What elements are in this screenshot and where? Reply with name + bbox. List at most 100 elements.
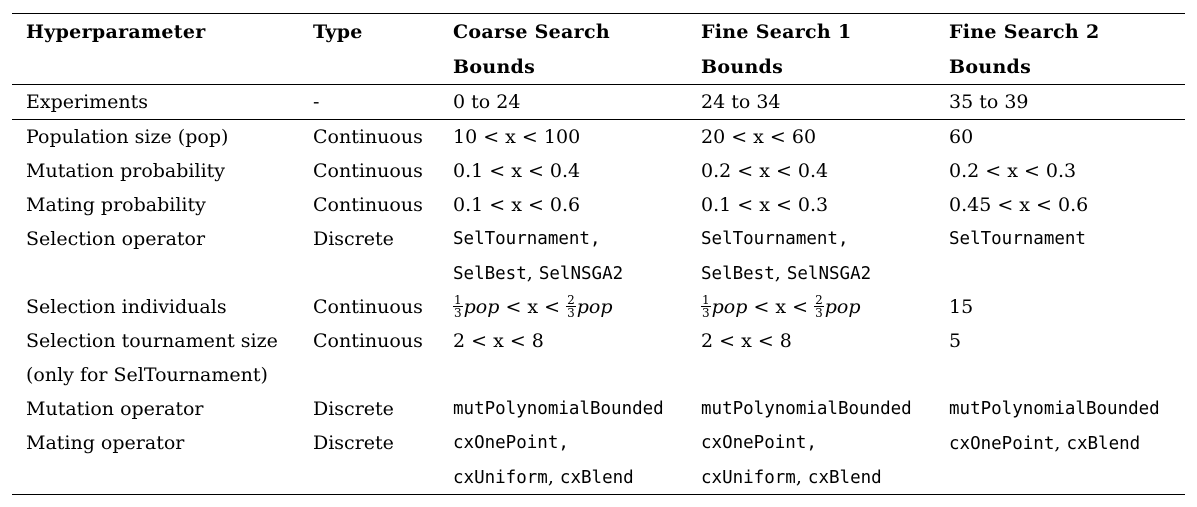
fine1-line2: cxUniform, cxBlend bbox=[701, 466, 882, 488]
table-row-experiments: Experiments - 0 to 24 24 to 34 35 to 39 bbox=[12, 84, 1185, 120]
header-type: Type bbox=[313, 21, 363, 43]
frac-den: 3 bbox=[454, 305, 462, 320]
cell-fine2: 60 bbox=[949, 126, 974, 148]
cell-coarse: 0.1 < x < 0.4 bbox=[453, 160, 581, 182]
header-hyperparameter: Hyperparameter bbox=[26, 21, 206, 43]
table: Hyperparameter Type Coarse Search Fine S… bbox=[12, 14, 1185, 494]
cell-type: Continuous bbox=[313, 126, 423, 148]
fine1-line1: SelTournament, bbox=[701, 229, 849, 249]
cell-fine1: 1 3 pop < x < 2 3 pop bbox=[687, 290, 935, 324]
coarse-line2a: SelBest bbox=[453, 264, 527, 284]
cell-fine2: SelTournament bbox=[949, 229, 1086, 249]
cell-label: Experiments bbox=[12, 84, 299, 120]
coarse-line1: cxOnePoint, bbox=[453, 433, 569, 453]
coarse-line2b: cxBlend bbox=[559, 468, 634, 488]
cell-fine1: cxOnePoint, cxUniform, cxBlend bbox=[687, 426, 935, 494]
cell-coarse: 0 to 24 bbox=[439, 84, 687, 120]
cell-type: Discrete bbox=[313, 398, 394, 420]
cell-label: Mutation operator bbox=[26, 398, 204, 420]
frac-num: 1 bbox=[453, 292, 463, 307]
cell-coarse: mutPolynomialBounded bbox=[453, 399, 664, 419]
header-row-2: Bounds Bounds Bounds bbox=[12, 49, 1185, 85]
cell-label: Mutation probability bbox=[26, 160, 226, 182]
fine1-line1: cxOnePoint, bbox=[701, 433, 817, 453]
label-line1: Selection tournament size bbox=[26, 330, 278, 352]
cell-fine1: SelTournament, SelBest, SelNSGA2 bbox=[687, 222, 935, 290]
cell-fine1: 20 < x < 60 bbox=[701, 126, 817, 148]
cell-fine2: 15 bbox=[949, 296, 974, 318]
label-line2: (only for SelTournament) bbox=[26, 364, 268, 386]
header-fine1-line1: Fine Search 1 bbox=[701, 21, 852, 43]
cell-label: Population size (pop) bbox=[26, 126, 229, 148]
table-row-selection-individuals: Selection individuals Continuous 1 3 pop <… bbox=[12, 290, 1185, 324]
cell-type: Discrete bbox=[313, 432, 394, 454]
cell-fine2: cxOnePoint, cxBlend bbox=[949, 432, 1141, 454]
cell-fine2: mutPolynomialBounded bbox=[949, 399, 1160, 419]
header-fine2-line2: Bounds bbox=[935, 49, 1185, 85]
pop-var: pop bbox=[711, 296, 748, 318]
fine1-line2a: SelBest bbox=[701, 264, 775, 284]
header-coarse: Coarse Search bbox=[439, 14, 687, 49]
cell-coarse: 10 < x < 100 bbox=[453, 126, 581, 148]
header-row: Hyperparameter Type Coarse Search Fine S… bbox=[12, 14, 1185, 49]
fine1-line2a: cxUniform bbox=[701, 468, 796, 488]
cell-fine2: 35 to 39 bbox=[935, 84, 1185, 120]
fine1-line2: SelBest, SelNSGA2 bbox=[701, 262, 872, 284]
cell-fine1: 0.1 < x < 0.3 bbox=[701, 194, 829, 216]
table-row-mating-probability: Mating probability Continuous 0.1 < x < … bbox=[12, 188, 1185, 222]
pop-var: pop bbox=[463, 296, 500, 318]
fine1-line2b: SelNSGA2 bbox=[786, 264, 872, 284]
coarse-line2a: cxUniform bbox=[453, 468, 548, 488]
table-row-pop: Population size (pop) Continuous 10 < x … bbox=[12, 120, 1185, 155]
fine2-b: cxBlend bbox=[1066, 434, 1141, 454]
cell-type: Continuous bbox=[313, 160, 423, 182]
cell-type: Continuous bbox=[313, 330, 423, 352]
header-fine1-line2: Bounds bbox=[687, 49, 935, 85]
cell-label: Mating probability bbox=[26, 194, 206, 216]
frac-num: 2 bbox=[814, 292, 824, 307]
coarse-line1: SelTournament, bbox=[453, 229, 601, 249]
header-coarse-line1: Coarse Search bbox=[453, 21, 610, 43]
inequality-mid: < x < bbox=[499, 296, 567, 318]
cell-label: Selection operator bbox=[26, 228, 206, 250]
table-row-mating-operator: Mating operator Discrete cxOnePoint, cxU… bbox=[12, 426, 1185, 494]
cell-fine2: 5 bbox=[949, 330, 962, 352]
cell-label: Selection tournament size (only for SelT… bbox=[12, 324, 299, 392]
cell-coarse: cxOnePoint, cxUniform, cxBlend bbox=[439, 426, 687, 494]
frac-den: 3 bbox=[815, 305, 823, 320]
table-row-mutation-operator: Mutation operator Discrete mutPolynomial… bbox=[12, 392, 1185, 426]
cell-coarse: 1 3 pop < x < 2 3 pop bbox=[439, 290, 687, 324]
frac-num: 1 bbox=[701, 292, 711, 307]
cell-fine1: 2 < x < 8 bbox=[701, 330, 792, 352]
cell-fine2: 0.2 < x < 0.3 bbox=[949, 160, 1077, 182]
frac-num: 2 bbox=[566, 292, 576, 307]
coarse-line2: SelBest, SelNSGA2 bbox=[453, 262, 624, 284]
fine1-line2b: cxBlend bbox=[807, 468, 882, 488]
coarse-line2: cxUniform, cxBlend bbox=[453, 466, 634, 488]
header-fine2: Fine Search 2 bbox=[935, 14, 1185, 49]
pop-var: pop bbox=[576, 296, 613, 318]
header-coarse-line2: Bounds bbox=[439, 49, 687, 85]
header-empty-1 bbox=[12, 49, 299, 85]
cell-fine1: mutPolynomialBounded bbox=[701, 399, 912, 419]
pop-var: pop bbox=[824, 296, 861, 318]
cell-fine2: 0.45 < x < 0.6 bbox=[949, 194, 1089, 216]
frac-den: 3 bbox=[702, 305, 710, 320]
table-row-selection-operator: Selection operator Discrete SelTournamen… bbox=[12, 222, 1185, 290]
cell-label: Selection individuals bbox=[26, 296, 227, 318]
fine2-a: cxOnePoint bbox=[949, 434, 1055, 454]
table-row-tournament-size: Selection tournament size (only for SelT… bbox=[12, 324, 1185, 392]
header-empty-2 bbox=[299, 49, 439, 85]
cell-type: Continuous bbox=[313, 296, 423, 318]
cell-type: Continuous bbox=[313, 194, 423, 216]
inequality-mid: < x < bbox=[747, 296, 815, 318]
cell-type: - bbox=[299, 84, 439, 120]
cell-coarse: 0.1 < x < 0.6 bbox=[453, 194, 581, 216]
table-row-mutation-probability: Mutation probability Continuous 0.1 < x … bbox=[12, 154, 1185, 188]
frac-den: 3 bbox=[567, 305, 575, 320]
header-fine2-line1: Fine Search 2 bbox=[949, 21, 1100, 43]
cell-fine1: 24 to 34 bbox=[687, 84, 935, 120]
